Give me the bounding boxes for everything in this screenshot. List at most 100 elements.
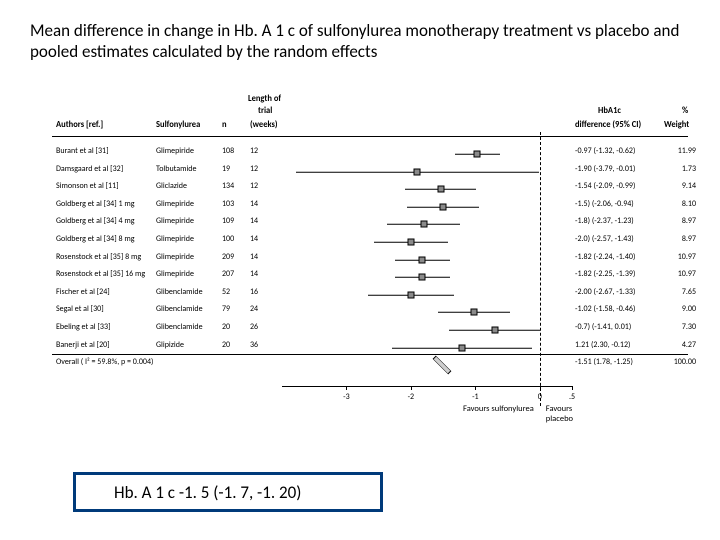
hdr-pct: % xyxy=(682,106,688,116)
column-headers: Authors [ref.] Sulfonylurea n Length of … xyxy=(42,90,698,138)
cell: 108 xyxy=(222,146,246,156)
cell: 7.30 xyxy=(660,322,696,332)
cell: Tolbutamide xyxy=(156,164,224,174)
cell: 14 xyxy=(250,269,274,279)
header-rule xyxy=(52,136,688,137)
cell: 14 xyxy=(250,234,274,244)
cell: Fischer et al [24] xyxy=(56,287,146,297)
cell: Glimepiride xyxy=(156,216,224,226)
cell: 100.00 xyxy=(660,357,696,367)
zero-line xyxy=(540,132,541,406)
cell: 12 xyxy=(250,181,274,191)
cell: -1.8) (-2.37, -1.23) xyxy=(575,216,659,226)
hdr-drug: Sulfonylurea xyxy=(156,120,200,130)
cell: 16 xyxy=(250,287,274,297)
hdr-hba: HbA1c xyxy=(598,106,621,116)
cell: Overall ( I² = 59.8%, p = 0.004) xyxy=(56,357,146,367)
cell: Goldberg et al [34] 1 mg xyxy=(56,199,146,209)
cell: Segal et al [30] xyxy=(56,304,146,314)
cell: 1.21 (2.30, -0.12) xyxy=(575,340,659,350)
cell: Banerji et al [20] xyxy=(56,340,146,350)
cell: 12 xyxy=(250,146,274,156)
cell: 20 xyxy=(222,322,246,332)
cell: 19 xyxy=(222,164,246,174)
cell: Glibenclamide xyxy=(156,287,224,297)
cell: Glimepiride xyxy=(156,234,224,244)
point-estimate xyxy=(419,274,426,281)
cell: 14 xyxy=(250,216,274,226)
cell: -1.82 (-2.24, -1.40) xyxy=(575,252,659,262)
cell: 52 xyxy=(222,287,246,297)
forest-plot: Authors [ref.] Sulfonylurea n Length of … xyxy=(42,90,698,484)
cell: 8.10 xyxy=(660,199,696,209)
cell: 209 xyxy=(222,252,246,262)
hdr-weeks: (weeks) xyxy=(250,120,278,130)
cell: 100 xyxy=(222,234,246,244)
cell: Glibenclamide xyxy=(156,322,224,332)
cell: 36 xyxy=(250,340,274,350)
tick-label: .5 xyxy=(559,392,585,402)
point-estimate xyxy=(407,239,414,246)
tick-label: -2 xyxy=(398,392,424,402)
cell: 14 xyxy=(250,252,274,262)
point-estimate xyxy=(437,186,444,193)
tick-line xyxy=(346,386,347,390)
cell: -1.51 (1.78, -1.25) xyxy=(575,357,659,367)
cell: 14 xyxy=(250,199,274,209)
cell: 11.99 xyxy=(660,146,696,156)
point-estimate xyxy=(471,309,478,316)
cell: 12 xyxy=(250,164,274,174)
cell: -0.97 (-1.32, -0.62) xyxy=(575,146,659,156)
tick-line xyxy=(540,386,541,390)
cell: 8.97 xyxy=(660,216,696,226)
cell: 10.97 xyxy=(660,252,696,262)
cell: -2.0) (-2.57, -1.43) xyxy=(575,234,659,244)
tick-label: -1 xyxy=(462,392,488,402)
tick-line xyxy=(475,386,476,390)
point-estimate xyxy=(440,203,447,210)
hdr-author: Authors [ref.] xyxy=(56,120,103,130)
forest-area: -3-2-10.5Favours sulfonylureaFavours pla… xyxy=(282,138,572,382)
summary-text: Hb. A 1 c -1. 5 (-1. 7, -1. 20) xyxy=(114,482,301,503)
hdr-diff: difference (95% CI) xyxy=(575,120,641,130)
cell: Glimepiride xyxy=(156,252,224,262)
cell: -1.5) (-2.06, -0.94) xyxy=(575,199,659,209)
cell: 8.97 xyxy=(660,234,696,244)
cell: 26 xyxy=(250,322,274,332)
cell: Glibenclamide xyxy=(156,304,224,314)
cell: Glipizide xyxy=(156,340,224,350)
cell: -0.7) (-1.41, 0.01) xyxy=(575,322,659,332)
cell: 7.65 xyxy=(660,287,696,297)
tick-label: -3 xyxy=(333,392,359,402)
cell: 134 xyxy=(222,181,246,191)
cell: -1.54 (-2.09, -0.99) xyxy=(575,181,659,191)
point-estimate xyxy=(419,256,426,263)
cell: -1.02 (-1.58, -0.46) xyxy=(575,304,659,314)
cell: -1.90 (-3.79, -0.01) xyxy=(575,164,659,174)
point-estimate xyxy=(414,168,421,175)
point-estimate xyxy=(407,291,414,298)
point-estimate xyxy=(420,221,427,228)
cell: Ebeling et al [33] xyxy=(56,322,146,332)
x-axis xyxy=(282,386,572,387)
cell: 109 xyxy=(222,216,246,226)
cell: Damsgaard et al [32] xyxy=(56,164,146,174)
point-estimate xyxy=(458,344,465,351)
cell: 9.14 xyxy=(660,181,696,191)
cell: Glimepiride xyxy=(156,199,224,209)
cell: Simonson et al [11] xyxy=(56,181,146,191)
hdr-len2: trial xyxy=(258,106,272,116)
hdr-len1: Length of xyxy=(248,94,281,104)
cell: Goldberg et al [34] 8 mg xyxy=(56,234,146,244)
cell: 24 xyxy=(250,304,274,314)
caption-text: Mean difference in change in Hb. A 1 c o… xyxy=(30,20,690,63)
cell: Rosenstock et al [35] 16 mg xyxy=(56,269,146,279)
cell: 9.00 xyxy=(660,304,696,314)
cell: 207 xyxy=(222,269,246,279)
cell: Gliclazide xyxy=(156,181,224,191)
cell: Glimepiride xyxy=(156,269,224,279)
cell: -1.82 (-2.25, -1.39) xyxy=(575,269,659,279)
cell: Burant et al [31] xyxy=(56,146,146,156)
cell: Glimepiride xyxy=(156,146,224,156)
hdr-n: n xyxy=(222,120,227,130)
